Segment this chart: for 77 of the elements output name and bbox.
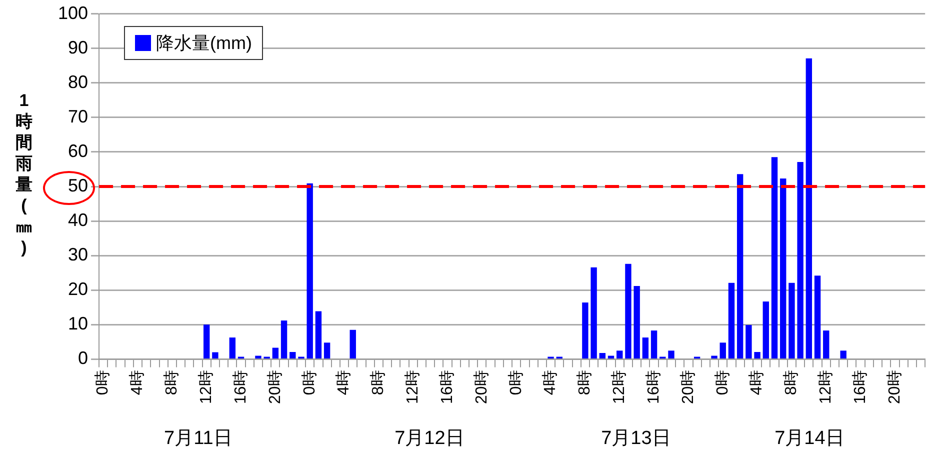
bar [840,350,846,358]
bar [315,311,322,358]
bar [780,178,786,358]
x-tick-label: 8時 [162,370,181,396]
bar [590,267,597,358]
y-tick-label: 90 [68,37,88,58]
bar [642,337,649,358]
x-tick-label: 12時 [196,370,215,404]
y-tick-label: 70 [68,106,88,126]
bar [814,276,821,358]
y-tick-label: 100 [58,2,88,23]
bar [350,330,356,358]
bar [616,350,623,358]
x-tick-label: 20時 [266,370,284,404]
text: 7月13日 [601,427,671,451]
x-tick-label: 16時 [438,370,456,404]
bar [229,337,236,358]
bar [625,264,632,358]
x-tick-label: 0時 [94,370,112,396]
bar [736,174,744,358]
legend-label: 降水量(mm) [156,32,252,55]
y-axis-title: 1時間雨量(㎜) [14,90,34,258]
bar [797,162,804,358]
bar [762,302,769,358]
y-tick-label: 30 [68,244,88,265]
bar [203,324,210,358]
x-tick-label: 20時 [472,370,490,404]
bar [668,350,674,358]
x-tick-label: 8時 [576,370,594,396]
y-tick-label: 40 [68,210,88,230]
bar [771,157,778,358]
text: 7月14日 [774,427,844,451]
bar [720,342,726,358]
bar [255,356,262,358]
y-tick-label: 20 [68,279,88,300]
y-tick-label: 60 [68,140,88,161]
bar [746,325,752,358]
bar [290,352,296,358]
x-tick-label: 16時 [850,370,869,404]
x-tick-label: 20時 [885,370,904,404]
bar [324,342,330,358]
bar [788,282,795,358]
x-tick-label: 20時 [678,370,697,404]
y-tick-label: 80 [68,72,88,92]
bar [634,286,640,358]
bar [599,352,606,358]
x-tick-label: 8時 [782,370,800,396]
x-tick-label: 16時 [644,370,662,404]
x-tick-label: 0時 [713,370,732,396]
x-tick-label: 4時 [541,370,560,396]
x-tick-label: 8時 [369,370,388,396]
y-tick-label: 0 [78,348,88,368]
x-tick-label: 4時 [334,370,353,396]
bar [823,330,830,358]
x-tick-label: 0時 [300,370,318,396]
x-tick-label: 16時 [231,370,250,404]
x-tick-label: 12時 [610,370,628,404]
bar [212,352,218,358]
bar [272,348,279,358]
y-tick-label: 50 [68,175,88,196]
x-tick-label: 4時 [128,370,146,396]
x-tick-label: 12時 [404,370,422,404]
text: 7月12日 [394,427,464,451]
bar [711,356,718,358]
bar [650,330,658,358]
bar [280,320,288,358]
text: 7月11日 [164,427,232,451]
bar [806,58,812,358]
bar [582,302,588,358]
bar [754,352,760,358]
y-tick-label: 10 [68,314,88,334]
x-tick-label: 4時 [748,370,766,396]
x-tick-label: 0時 [506,370,525,396]
bar [608,356,614,358]
x-tick-label: 12時 [816,370,835,404]
bar [306,183,313,358]
bar [728,282,735,358]
